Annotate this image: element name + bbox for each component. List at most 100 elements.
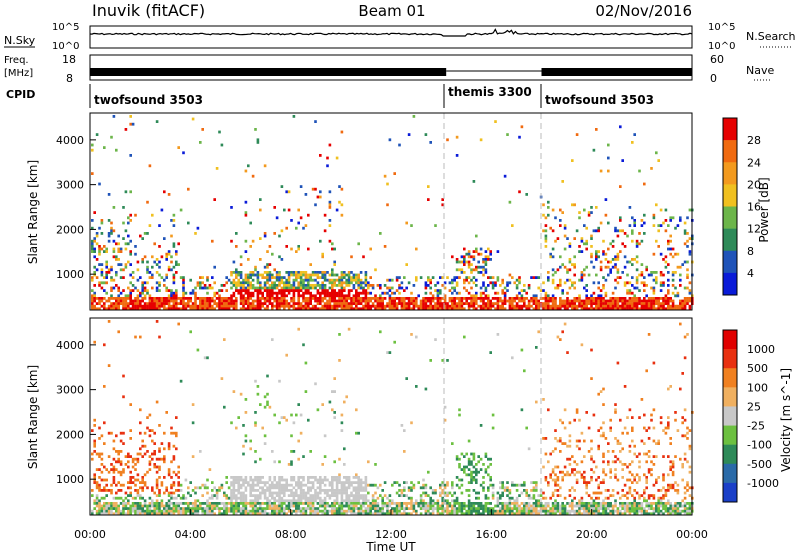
- heatmap-cell: [352, 509, 356, 513]
- heatmap-cell: [515, 304, 519, 308]
- heatmap-cell: [395, 509, 399, 513]
- heatmap-cell: [350, 502, 353, 505]
- heatmap-cell: [239, 494, 243, 497]
- heatmap-cell: [652, 271, 656, 274]
- heatmap-cell: [208, 496, 212, 500]
- heatmap-cell: [489, 457, 492, 461]
- heatmap-cell: [239, 502, 243, 505]
- heatmap-cell: [124, 491, 128, 495]
- heatmap-cell: [275, 286, 279, 290]
- heatmap-cell: [165, 297, 168, 300]
- heatmap-cell: [427, 276, 430, 279]
- heatmap-cell: [271, 481, 274, 484]
- heatmap-cell: [112, 468, 116, 471]
- heatmap-cell: [583, 512, 586, 516]
- heatmap-cell: [95, 133, 99, 136]
- heatmap-cell: [136, 478, 140, 482]
- heatmap-cell: [429, 299, 432, 303]
- heatmap-cell: [194, 291, 197, 295]
- heatmap-cell: [338, 289, 341, 292]
- heatmap-cell: [592, 265, 596, 269]
- heatmap-cell: [309, 294, 312, 298]
- heatmap-cell: [628, 304, 632, 308]
- heatmap-cell: [525, 507, 528, 510]
- heatmap-cell: [542, 507, 545, 510]
- heatmap-cell: [515, 483, 519, 487]
- heatmap-cell: [472, 478, 476, 482]
- heatmap-cell: [314, 304, 317, 308]
- heatmap-cell: [321, 502, 324, 505]
- heatmap-cell: [403, 450, 406, 453]
- heatmap-cell: [206, 291, 209, 295]
- heatmap-cell: [283, 289, 286, 292]
- heatmap-cell: [362, 489, 365, 492]
- heatmap-cell: [290, 284, 293, 287]
- heatmap-cell: [614, 499, 617, 503]
- heatmap-cell: [223, 507, 226, 510]
- heatmap-cell: [275, 512, 279, 516]
- heatmap-cell: [607, 496, 610, 500]
- heatmap-cell: [635, 278, 639, 282]
- heatmap-cell: [371, 494, 375, 497]
- heatmap-cell: [307, 507, 310, 510]
- heatmap-cell: [364, 476, 368, 479]
- heatmap-cell: [405, 504, 408, 508]
- heatmap-cell: [273, 413, 276, 417]
- heatmap-cell: [520, 299, 524, 303]
- heatmap-cell: [458, 304, 461, 308]
- heatmap-cell: [525, 504, 528, 508]
- heatmap-cell: [251, 273, 255, 277]
- heatmap-cell: [215, 167, 219, 170]
- heatmap-cell: [467, 460, 471, 464]
- heatmap-cell: [158, 304, 161, 308]
- heatmap-cell: [259, 504, 262, 508]
- heatmap-cell: [127, 465, 130, 469]
- heatmap-cell: [170, 502, 173, 505]
- heatmap-cell: [554, 499, 557, 503]
- heatmap-cell: [302, 271, 305, 274]
- heatmap-cell: [343, 491, 346, 495]
- heatmap-cell: [501, 512, 504, 516]
- heatmap-cell: [566, 304, 569, 308]
- heatmap-cell: [155, 470, 159, 474]
- heatmap-cell: [316, 289, 320, 292]
- heatmap-cell: [614, 304, 617, 308]
- heatmap-cell: [203, 304, 207, 308]
- heatmap-cell: [237, 476, 240, 479]
- heatmap-cell: [134, 478, 137, 482]
- heatmap-cell: [110, 297, 113, 300]
- heatmap-cell: [393, 299, 396, 303]
- heatmap-cell: [434, 338, 437, 341]
- heatmap-cell: [225, 289, 228, 292]
- heatmap-cell: [619, 504, 622, 508]
- heatmap-cell: [331, 512, 334, 516]
- heatmap-cell: [523, 284, 526, 287]
- heatmap-cell: [633, 133, 636, 136]
- heatmap-cell: [403, 276, 406, 279]
- heatmap-cell: [172, 281, 176, 285]
- heatmap-cell: [158, 457, 161, 461]
- heatmap-cell: [278, 278, 281, 282]
- heatmap-cell: [287, 499, 291, 503]
- heatmap-cell: [475, 470, 478, 474]
- heatmap-cell: [563, 234, 567, 238]
- heatmap-cell: [659, 273, 663, 277]
- heatmap-cell: [472, 302, 476, 305]
- heatmap-cell: [616, 307, 620, 311]
- heatmap-cell: [189, 299, 192, 303]
- heatmap-cell: [163, 476, 166, 479]
- heatmap-cell: [107, 239, 111, 243]
- heatmap-cell: [415, 278, 418, 282]
- heatmap-cell: [407, 507, 411, 510]
- heatmap-cell: [374, 294, 377, 298]
- heatmap-cell: [587, 504, 591, 508]
- heatmap-cell: [424, 507, 428, 510]
- heatmap-cell: [679, 273, 682, 277]
- heatmap-cell: [683, 232, 687, 235]
- heatmap-cell: [292, 478, 296, 482]
- heatmap-cell: [374, 504, 377, 508]
- heatmap-cell: [98, 489, 101, 492]
- heatmap-cell: [340, 273, 344, 277]
- heatmap-cell: [249, 297, 252, 300]
- heatmap-cell: [568, 504, 572, 508]
